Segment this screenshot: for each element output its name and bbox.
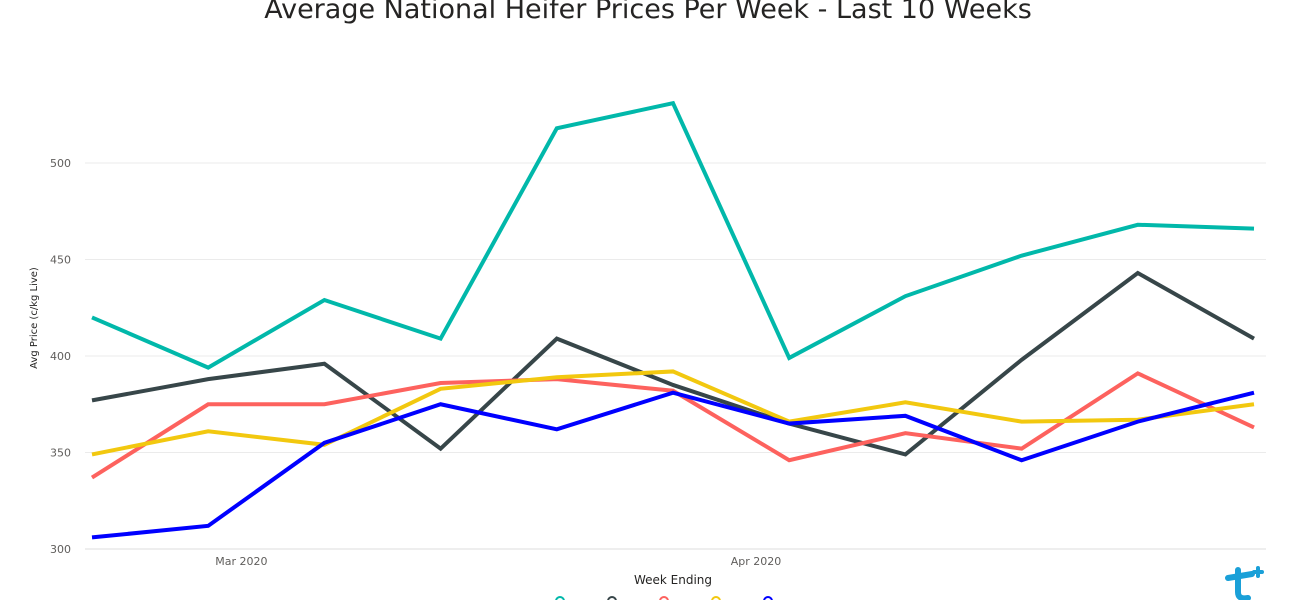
series-line-3[interactable] (90, 371, 1255, 480)
y-axis-title: Avg Price (c/kg Live) (29, 267, 40, 369)
legend-marker (607, 596, 617, 600)
gridlines (85, 162, 1266, 550)
legend-marker (711, 596, 721, 600)
x-tick-label: Mar 2020 (215, 555, 267, 568)
y-axis-ticks: 300 350 400 450 500 (50, 157, 71, 556)
y-tick-label: 400 (50, 350, 71, 363)
y-tick-label: 350 (50, 447, 71, 460)
chart-title: Average National Heifer Prices Per Week … (264, 0, 1032, 25)
legend-marker (555, 596, 565, 600)
series-lines[interactable] (90, 100, 1255, 540)
series-line-5[interactable] (91, 390, 1255, 540)
legend (555, 596, 773, 600)
brand-logo-icon (1225, 566, 1264, 600)
x-axis-ticks: Mar 2020 Apr 2020 (215, 555, 781, 568)
series-line-2[interactable] (91, 270, 1255, 457)
x-tick-label: Apr 2020 (731, 555, 782, 568)
legend-marker (763, 596, 773, 600)
legend-marker (659, 596, 669, 600)
series-line-1[interactable] (91, 100, 1255, 370)
y-tick-label: 450 (50, 254, 71, 267)
x-axis-title: Week Ending (634, 573, 712, 587)
series-line-4[interactable] (91, 369, 1255, 457)
y-tick-label: 300 (50, 543, 71, 556)
y-tick-label: 500 (50, 157, 71, 170)
